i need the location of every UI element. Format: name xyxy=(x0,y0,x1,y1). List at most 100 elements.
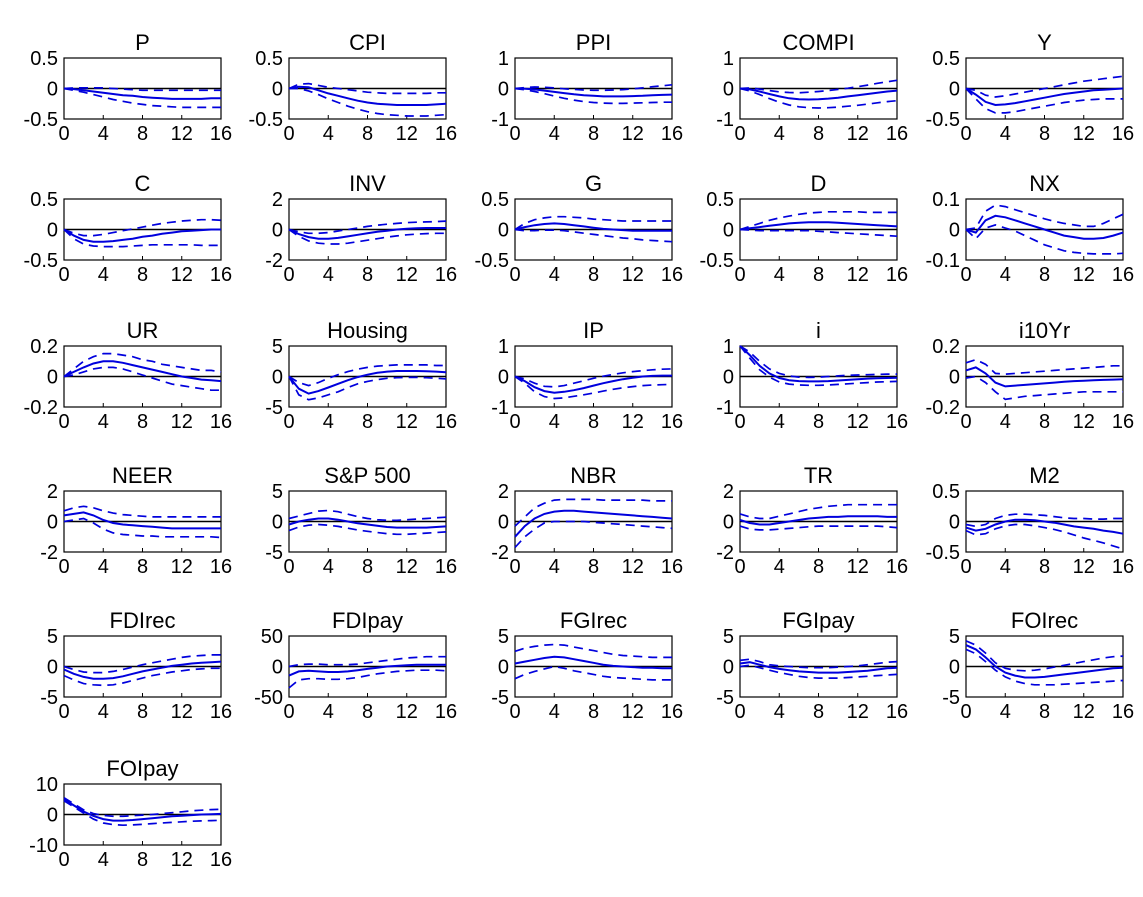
panel-title: INV xyxy=(349,171,386,196)
x-tick-label: 16 xyxy=(210,264,232,286)
y-tick-label: 0 xyxy=(723,657,734,679)
confidence-band-line xyxy=(739,658,898,669)
response-line xyxy=(288,227,446,240)
panel-title: NX xyxy=(1029,171,1060,196)
x-tick-label: 8 xyxy=(588,264,599,286)
confidence-band-line xyxy=(63,218,222,237)
x-tick-label: 0 xyxy=(509,701,520,723)
panel-title: Housing xyxy=(327,318,408,343)
x-tick-label: 12 xyxy=(171,411,193,433)
x-tick-label: 4 xyxy=(549,123,560,145)
x-tick-label: 0 xyxy=(734,701,745,723)
y-tick-label: 0 xyxy=(949,512,960,534)
confidence-band-line xyxy=(288,82,446,95)
panel-d: D-0.500.50 4 8 12 16 xyxy=(700,171,909,286)
y-tick-label: 0.1 xyxy=(932,189,960,211)
panel-nx: NX-0.100.10 4 8 12 16 xyxy=(926,171,1135,286)
x-tick-label: 0 xyxy=(58,411,69,433)
confidence-band-line xyxy=(63,352,222,378)
y-tick-label: -10 xyxy=(29,835,58,857)
panel-title: P xyxy=(135,30,150,55)
y-tick-label: 0 xyxy=(272,220,283,242)
panel-title: FDIpay xyxy=(332,608,403,633)
confidence-band-line xyxy=(63,800,222,827)
x-tick-label: 4 xyxy=(774,264,785,286)
panel-title: D xyxy=(811,171,827,196)
confidence-band-line xyxy=(514,498,672,527)
y-tick-label: 0.2 xyxy=(932,336,960,358)
response-line xyxy=(63,228,221,243)
x-tick-label: 0 xyxy=(509,556,520,578)
panel-title: i xyxy=(816,318,821,343)
y-tick-label: -2 xyxy=(265,250,283,272)
y-tick-label: 5 xyxy=(723,626,734,648)
y-tick-label: 0 xyxy=(47,657,58,679)
x-tick-label: 0 xyxy=(509,123,520,145)
confidence-band-line xyxy=(514,215,672,231)
y-tick-label: 2 xyxy=(723,481,734,503)
x-tick-label: 4 xyxy=(549,264,560,286)
y-tick-label: 10 xyxy=(36,774,58,796)
x-tick-label: 8 xyxy=(1039,411,1050,433)
y-tick-label: 2 xyxy=(47,481,58,503)
y-tick-label: 0 xyxy=(47,367,58,389)
x-tick-label: 8 xyxy=(813,701,824,723)
confidence-band-line xyxy=(514,87,672,105)
x-tick-label: 12 xyxy=(171,701,193,723)
x-tick-label: 8 xyxy=(588,123,599,145)
confidence-band-line xyxy=(288,669,447,689)
x-tick-label: 16 xyxy=(435,264,457,286)
x-tick-label: 12 xyxy=(847,556,869,578)
x-tick-label: 0 xyxy=(509,411,520,433)
x-tick-label: 12 xyxy=(622,123,644,145)
x-tick-label: 16 xyxy=(210,701,232,723)
confidence-band-line xyxy=(63,654,221,674)
y-tick-label: 1 xyxy=(723,48,734,70)
x-tick-label: 4 xyxy=(98,849,109,871)
x-tick-label: 4 xyxy=(1000,264,1011,286)
x-tick-label: 16 xyxy=(210,556,232,578)
x-tick-label: 16 xyxy=(210,411,232,433)
panel-title: FGIpay xyxy=(782,608,854,633)
y-tick-label: 0.5 xyxy=(932,481,960,503)
response-line xyxy=(63,660,222,680)
x-tick-label: 12 xyxy=(847,264,869,286)
y-tick-label: 2 xyxy=(498,481,509,503)
x-tick-label: 16 xyxy=(1112,411,1134,433)
x-tick-label: 16 xyxy=(1112,701,1134,723)
x-tick-label: 4 xyxy=(1000,411,1011,433)
x-tick-label: 16 xyxy=(661,701,683,723)
x-tick-label: 0 xyxy=(283,701,294,723)
confidence-band-line xyxy=(514,83,673,92)
y-tick-label: -2 xyxy=(716,542,734,564)
confidence-band-line xyxy=(739,79,898,94)
x-tick-label: 0 xyxy=(58,556,69,578)
y-tick-label: 0 xyxy=(723,367,734,389)
y-tick-label: -1 xyxy=(716,397,734,419)
response-line xyxy=(288,517,447,529)
panel-title: FGIrec xyxy=(560,608,627,633)
confidence-band-line xyxy=(514,228,673,243)
response-line xyxy=(739,661,898,674)
y-tick-label: 0.5 xyxy=(706,189,734,211)
confidence-band-line xyxy=(739,345,898,387)
y-tick-label: -0.5 xyxy=(249,109,283,131)
y-tick-label: 0.5 xyxy=(30,48,58,70)
x-tick-label: 16 xyxy=(661,264,683,286)
response-line xyxy=(739,345,898,383)
x-tick-label: 12 xyxy=(396,123,418,145)
y-tick-label: -0.5 xyxy=(24,109,58,131)
panel-title: UR xyxy=(127,318,159,343)
y-tick-label: -1 xyxy=(716,109,734,131)
panel-title: NBR xyxy=(570,463,616,488)
confidence-band-line xyxy=(288,523,447,536)
y-tick-label: 2 xyxy=(272,189,283,211)
x-tick-label: 8 xyxy=(137,264,148,286)
panel-title: PPI xyxy=(576,30,611,55)
confidence-band-line xyxy=(63,87,221,109)
x-tick-label: 16 xyxy=(1112,556,1134,578)
x-tick-label: 12 xyxy=(171,123,193,145)
